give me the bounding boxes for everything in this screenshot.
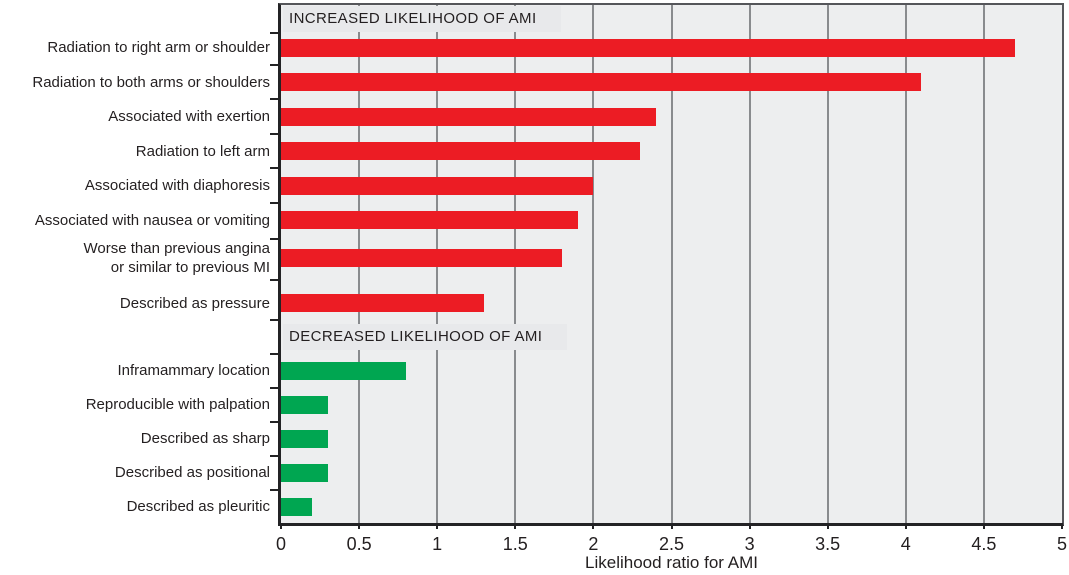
gridline [982,5,985,523]
y-axis-tick [270,386,278,389]
y-axis-tick [270,32,278,35]
y-axis-tick [270,98,278,101]
x-axis-title: Likelihood ratio for AMI [585,553,758,572]
x-axis-tick-label: 0 [275,534,286,554]
bar [281,73,922,91]
x-axis-tick [592,523,595,529]
y-axis-tick [270,319,278,321]
category-label: Inframammary location [117,362,270,379]
y-axis-tick [270,237,278,240]
category-label: Reproducible with palpation [85,396,270,413]
bar [281,463,328,482]
x-axis-tick-label: 3 [744,534,755,554]
bar [281,395,328,414]
gridline [826,5,829,523]
x-axis-tick-label: 1.5 [502,534,528,554]
x-axis-tick-label: 1 [432,534,443,554]
y-axis-tick [270,167,278,170]
bar [281,361,406,380]
category-label: Described as pressure [119,294,270,312]
x-axis-tick [826,523,829,529]
category-label: Radiation to both arms or shoulders [32,73,270,91]
x-axis-tick [436,523,439,529]
category-label: Associated with exertion [108,108,270,125]
y-axis-tick [270,279,278,282]
category-label: Associated with diaphoresis [84,177,270,194]
bar [281,294,485,312]
x-axis-tick-label: 0.5 [346,534,372,554]
gridline [670,5,673,523]
x-axis-tick-label: 2 [588,534,599,554]
bar [281,38,1016,57]
bar [281,497,313,516]
y-axis-tick [270,132,278,135]
x-axis-tick-label: 2.5 [658,534,685,554]
category-label: Worse than previous angina or similar to… [83,239,270,276]
x-axis-tick-label: 3.5 [815,534,841,554]
y-axis-tick [270,420,278,423]
category-label: Associated with nausea or vomiting [34,211,270,229]
gridline [748,5,751,523]
y-axis-tick [270,352,278,355]
gridline [592,5,595,523]
section-header: DECREASED LIKELIHOOD OF AMI [283,324,567,350]
x-axis-tick [1061,523,1063,529]
y-axis-tick [270,488,278,491]
plot-area: INCREASED LIKELIHOOD OF AMI DECREASED LIK… [278,3,1064,526]
bar [281,429,328,448]
x-axis-tick-label: 4 [900,534,911,554]
category-label: Described as positional [114,464,270,481]
y-axis-tick [270,63,278,66]
category-label: Described as pleuritic [126,498,270,515]
x-axis-tick [748,523,751,529]
category-label: Described as sharp [140,430,270,447]
y-axis-tick [270,454,278,457]
x-axis-tick [358,523,361,529]
category-label: Radiation to right arm or shoulder [47,39,270,56]
x-axis-tick [514,523,517,529]
bar [281,176,594,195]
x-axis-tick [280,523,282,529]
category-label: Radiation to left arm [135,142,270,160]
bar [281,248,563,267]
x-axis-tick-label: 5 [1056,534,1067,554]
x-axis-tick [670,523,673,529]
gridline [904,5,907,523]
plot-inner: INCREASED LIKELIHOOD OF AMI DECREASED LIK… [281,5,1062,523]
section-header: INCREASED LIKELIHOOD OF AMI [283,6,561,32]
bar [281,211,578,229]
x-axis-tick [982,523,985,529]
bar [281,107,656,126]
x-axis-tick-label: 4.5 [971,534,997,554]
y-axis-tick [270,201,278,204]
bar [281,142,641,160]
x-axis-tick [904,523,907,529]
